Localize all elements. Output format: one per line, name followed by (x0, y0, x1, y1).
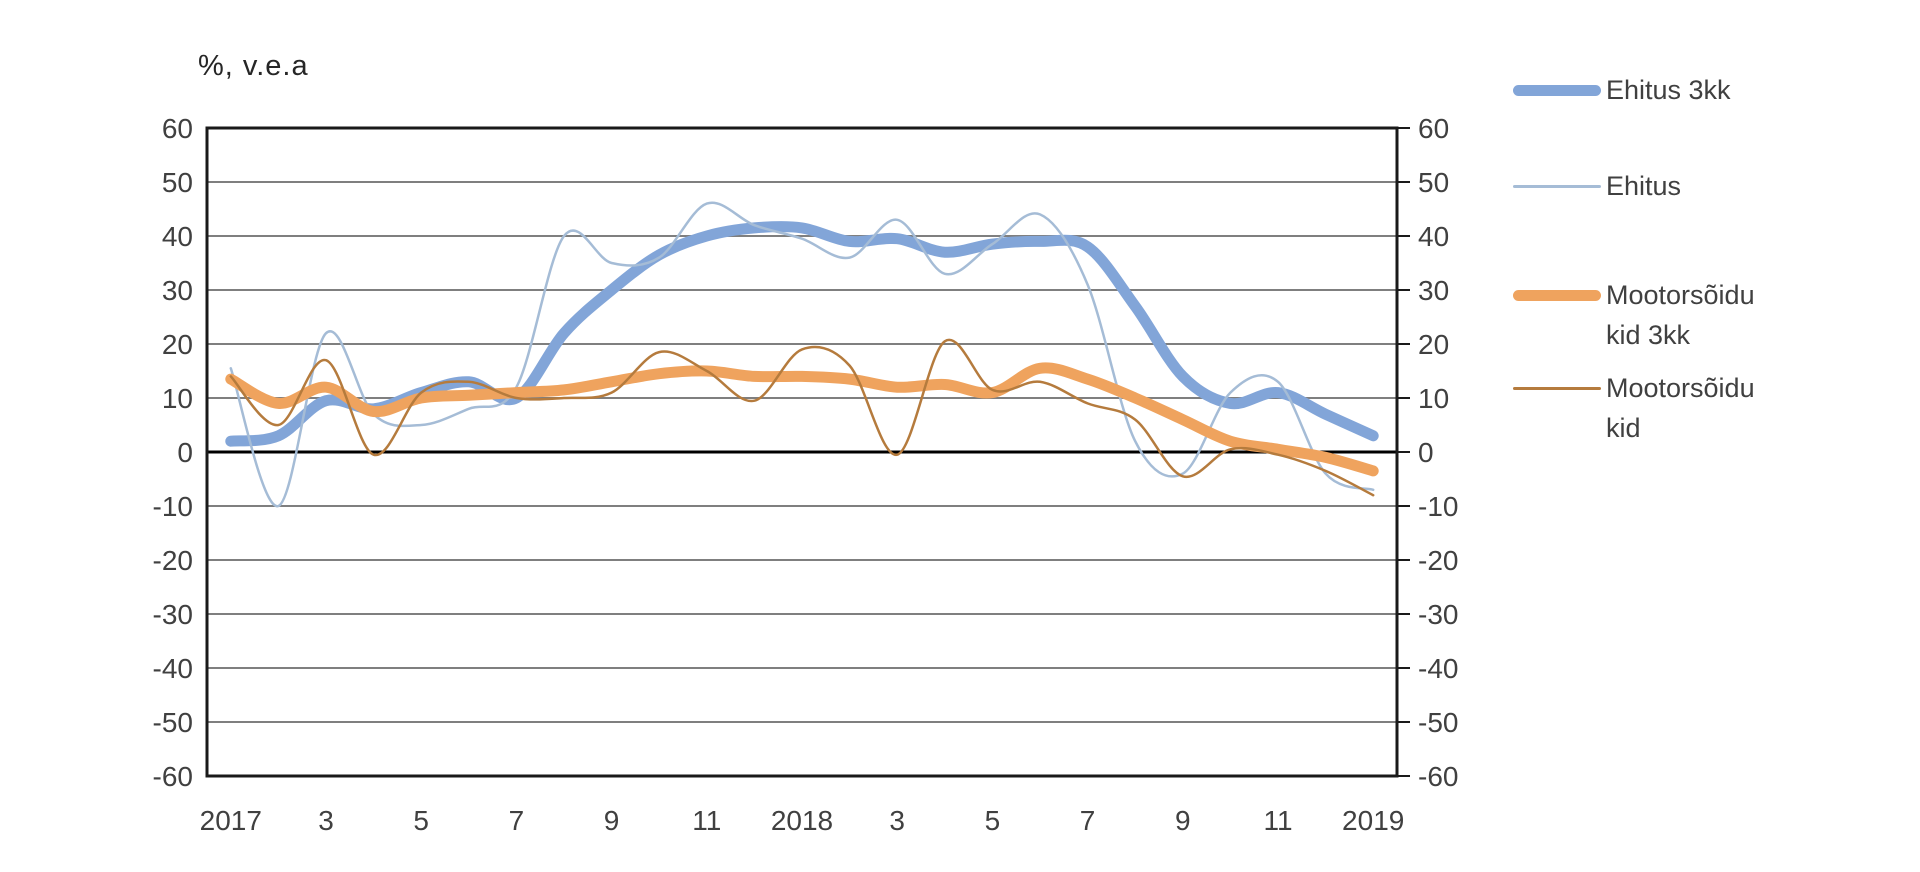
x-axis-label-2018: 2018 (771, 805, 833, 836)
x-axis-label-2019: 2019 (1342, 805, 1404, 836)
y-axis-label-right--60: -60 (1418, 761, 1458, 792)
y-axis-label-right-10: 10 (1418, 383, 1449, 414)
series-line-2-mootors-idu-kid-3kk (225, 362, 1379, 477)
x-axis-label-7: 7 (1080, 805, 1096, 836)
y-axis-label-right-30: 30 (1418, 275, 1449, 306)
x-axis-label-9: 9 (1175, 805, 1191, 836)
x-axis-label-7: 7 (509, 805, 525, 836)
x-axis-label-2017: 2017 (200, 805, 262, 836)
y-axis-label-right--20: -20 (1418, 545, 1458, 576)
y-axis-label-right-20: 20 (1418, 329, 1449, 360)
y-axis-label-left--30: -30 (153, 599, 193, 630)
y-axis-label-left--20: -20 (153, 545, 193, 576)
x-axis-label-11: 11 (692, 805, 721, 836)
x-axis-label-5: 5 (413, 805, 429, 836)
x-axis-label-3: 3 (889, 805, 905, 836)
y-axis-label-right--40: -40 (1418, 653, 1458, 684)
chart-title: %, v.e.a (198, 50, 309, 82)
y-axis-label-left-50: 50 (162, 167, 193, 198)
y-axis-label-left--50: -50 (153, 707, 193, 738)
y-axis-label-right-60: 60 (1418, 113, 1449, 144)
y-axis-label-right-50: 50 (1418, 167, 1449, 198)
y-axis-label-left--40: -40 (153, 653, 193, 684)
y-axis-label-left-20: 20 (162, 329, 193, 360)
series-line-1-ehitus (229, 201, 1375, 508)
y-axis-label-left-40: 40 (162, 221, 193, 252)
y-axis-label-left-30: 30 (162, 275, 193, 306)
y-axis-label-left-10: 10 (162, 383, 193, 414)
x-axis-label-5: 5 (985, 805, 1001, 836)
x-axis-label-9: 9 (604, 805, 620, 836)
y-axis-label-right--10: -10 (1418, 491, 1458, 522)
y-axis-label-right--50: -50 (1418, 707, 1458, 738)
y-axis-label-left--60: -60 (153, 761, 193, 792)
y-axis-label-right-0: 0 (1418, 437, 1434, 468)
x-axis-label-3: 3 (318, 805, 334, 836)
y-axis-label-left--10: -10 (153, 491, 193, 522)
x-axis-label-11: 11 (1263, 805, 1292, 836)
y-axis-label-right-40: 40 (1418, 221, 1449, 252)
y-axis-label-left-0: 0 (177, 437, 193, 468)
y-axis-label-right--30: -30 (1418, 599, 1458, 630)
series-line-3-mootors-idu-kid (229, 338, 1375, 497)
y-axis-label-left-60: 60 (162, 113, 193, 144)
